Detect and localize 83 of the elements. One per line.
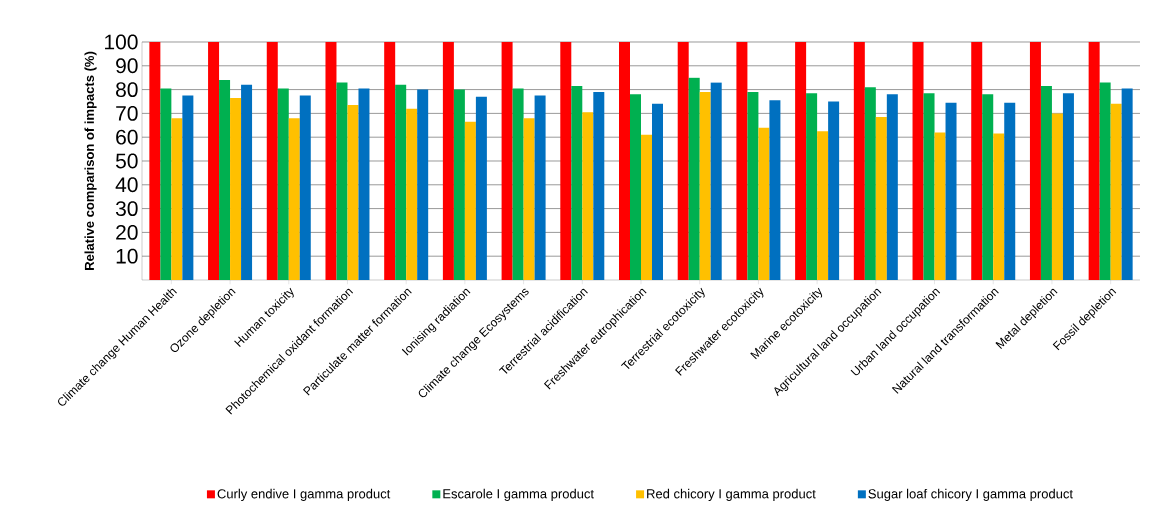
bar xyxy=(993,133,1005,280)
bar xyxy=(1029,41,1041,280)
legend-label: Sugar loaf chicory I gamma product xyxy=(868,488,1073,501)
bar xyxy=(560,41,572,280)
bar xyxy=(593,91,605,280)
bar xyxy=(699,91,711,280)
bar xyxy=(641,134,652,280)
y-tick-label: 90 xyxy=(116,58,138,74)
bar xyxy=(886,94,898,280)
y-tick-label: 30 xyxy=(115,201,138,217)
bar xyxy=(1099,82,1111,280)
y-tick-label: 70 xyxy=(116,105,138,121)
bar xyxy=(453,89,465,280)
bar xyxy=(1004,102,1016,280)
legend-label: Red chicory I gamma product xyxy=(647,488,816,501)
bar xyxy=(571,86,583,280)
bar xyxy=(817,131,829,280)
bar xyxy=(630,94,641,280)
bar xyxy=(523,118,535,280)
bar xyxy=(652,103,663,280)
bar xyxy=(806,93,818,280)
bar xyxy=(582,112,594,280)
bar xyxy=(171,118,183,280)
bar xyxy=(934,132,946,280)
bar xyxy=(299,95,311,280)
y-tick-label: 100 xyxy=(105,34,138,50)
bar xyxy=(230,97,242,280)
bar xyxy=(736,41,748,280)
bar xyxy=(464,121,476,280)
bar xyxy=(710,82,722,280)
bar xyxy=(1121,88,1133,280)
bar xyxy=(182,95,194,280)
bar xyxy=(688,77,700,280)
bar xyxy=(769,100,781,280)
bar xyxy=(288,118,300,280)
bar xyxy=(358,88,370,280)
bar xyxy=(945,102,957,280)
y-tick-label: 40 xyxy=(115,177,138,193)
y-tick-label: 50 xyxy=(115,153,138,169)
bar xyxy=(747,91,759,280)
bar xyxy=(1088,41,1100,280)
bar xyxy=(1051,113,1063,280)
bar xyxy=(512,88,524,280)
bar xyxy=(912,41,924,280)
bar xyxy=(864,87,876,280)
bar xyxy=(828,101,840,280)
bar xyxy=(336,82,348,280)
y-tick-label: 10 xyxy=(116,248,138,264)
bar xyxy=(501,41,513,280)
bar xyxy=(395,84,407,280)
bar xyxy=(1110,103,1122,280)
bar xyxy=(160,88,172,280)
bar xyxy=(982,94,994,280)
y-tick-label: 20 xyxy=(116,224,138,240)
bar xyxy=(266,41,278,280)
bar xyxy=(1062,93,1074,280)
bar xyxy=(677,41,689,280)
bar xyxy=(417,89,429,280)
bar xyxy=(923,93,935,280)
legend-label: Escarole I gamma product xyxy=(443,488,594,501)
y-tick-label: 60 xyxy=(116,129,138,145)
bar xyxy=(1040,86,1052,280)
bar xyxy=(853,41,865,280)
bar xyxy=(971,41,983,280)
y-axis-title: Relative comparison of impacts (%) xyxy=(84,51,97,270)
bar xyxy=(149,41,161,280)
bar xyxy=(241,84,253,280)
bar xyxy=(347,105,359,280)
bar xyxy=(619,41,630,280)
bar xyxy=(384,41,396,280)
bar xyxy=(475,96,487,280)
bar xyxy=(442,41,454,280)
bar xyxy=(325,41,337,280)
y-tick-label: 80 xyxy=(116,82,138,98)
bar xyxy=(795,41,807,280)
bar xyxy=(758,127,770,280)
bar xyxy=(534,95,546,280)
bar xyxy=(406,108,418,280)
legend-label: Curly endive I gamma product xyxy=(217,488,391,501)
bar xyxy=(208,41,220,280)
bar xyxy=(277,88,289,280)
bar xyxy=(219,80,231,280)
bar xyxy=(875,116,887,280)
